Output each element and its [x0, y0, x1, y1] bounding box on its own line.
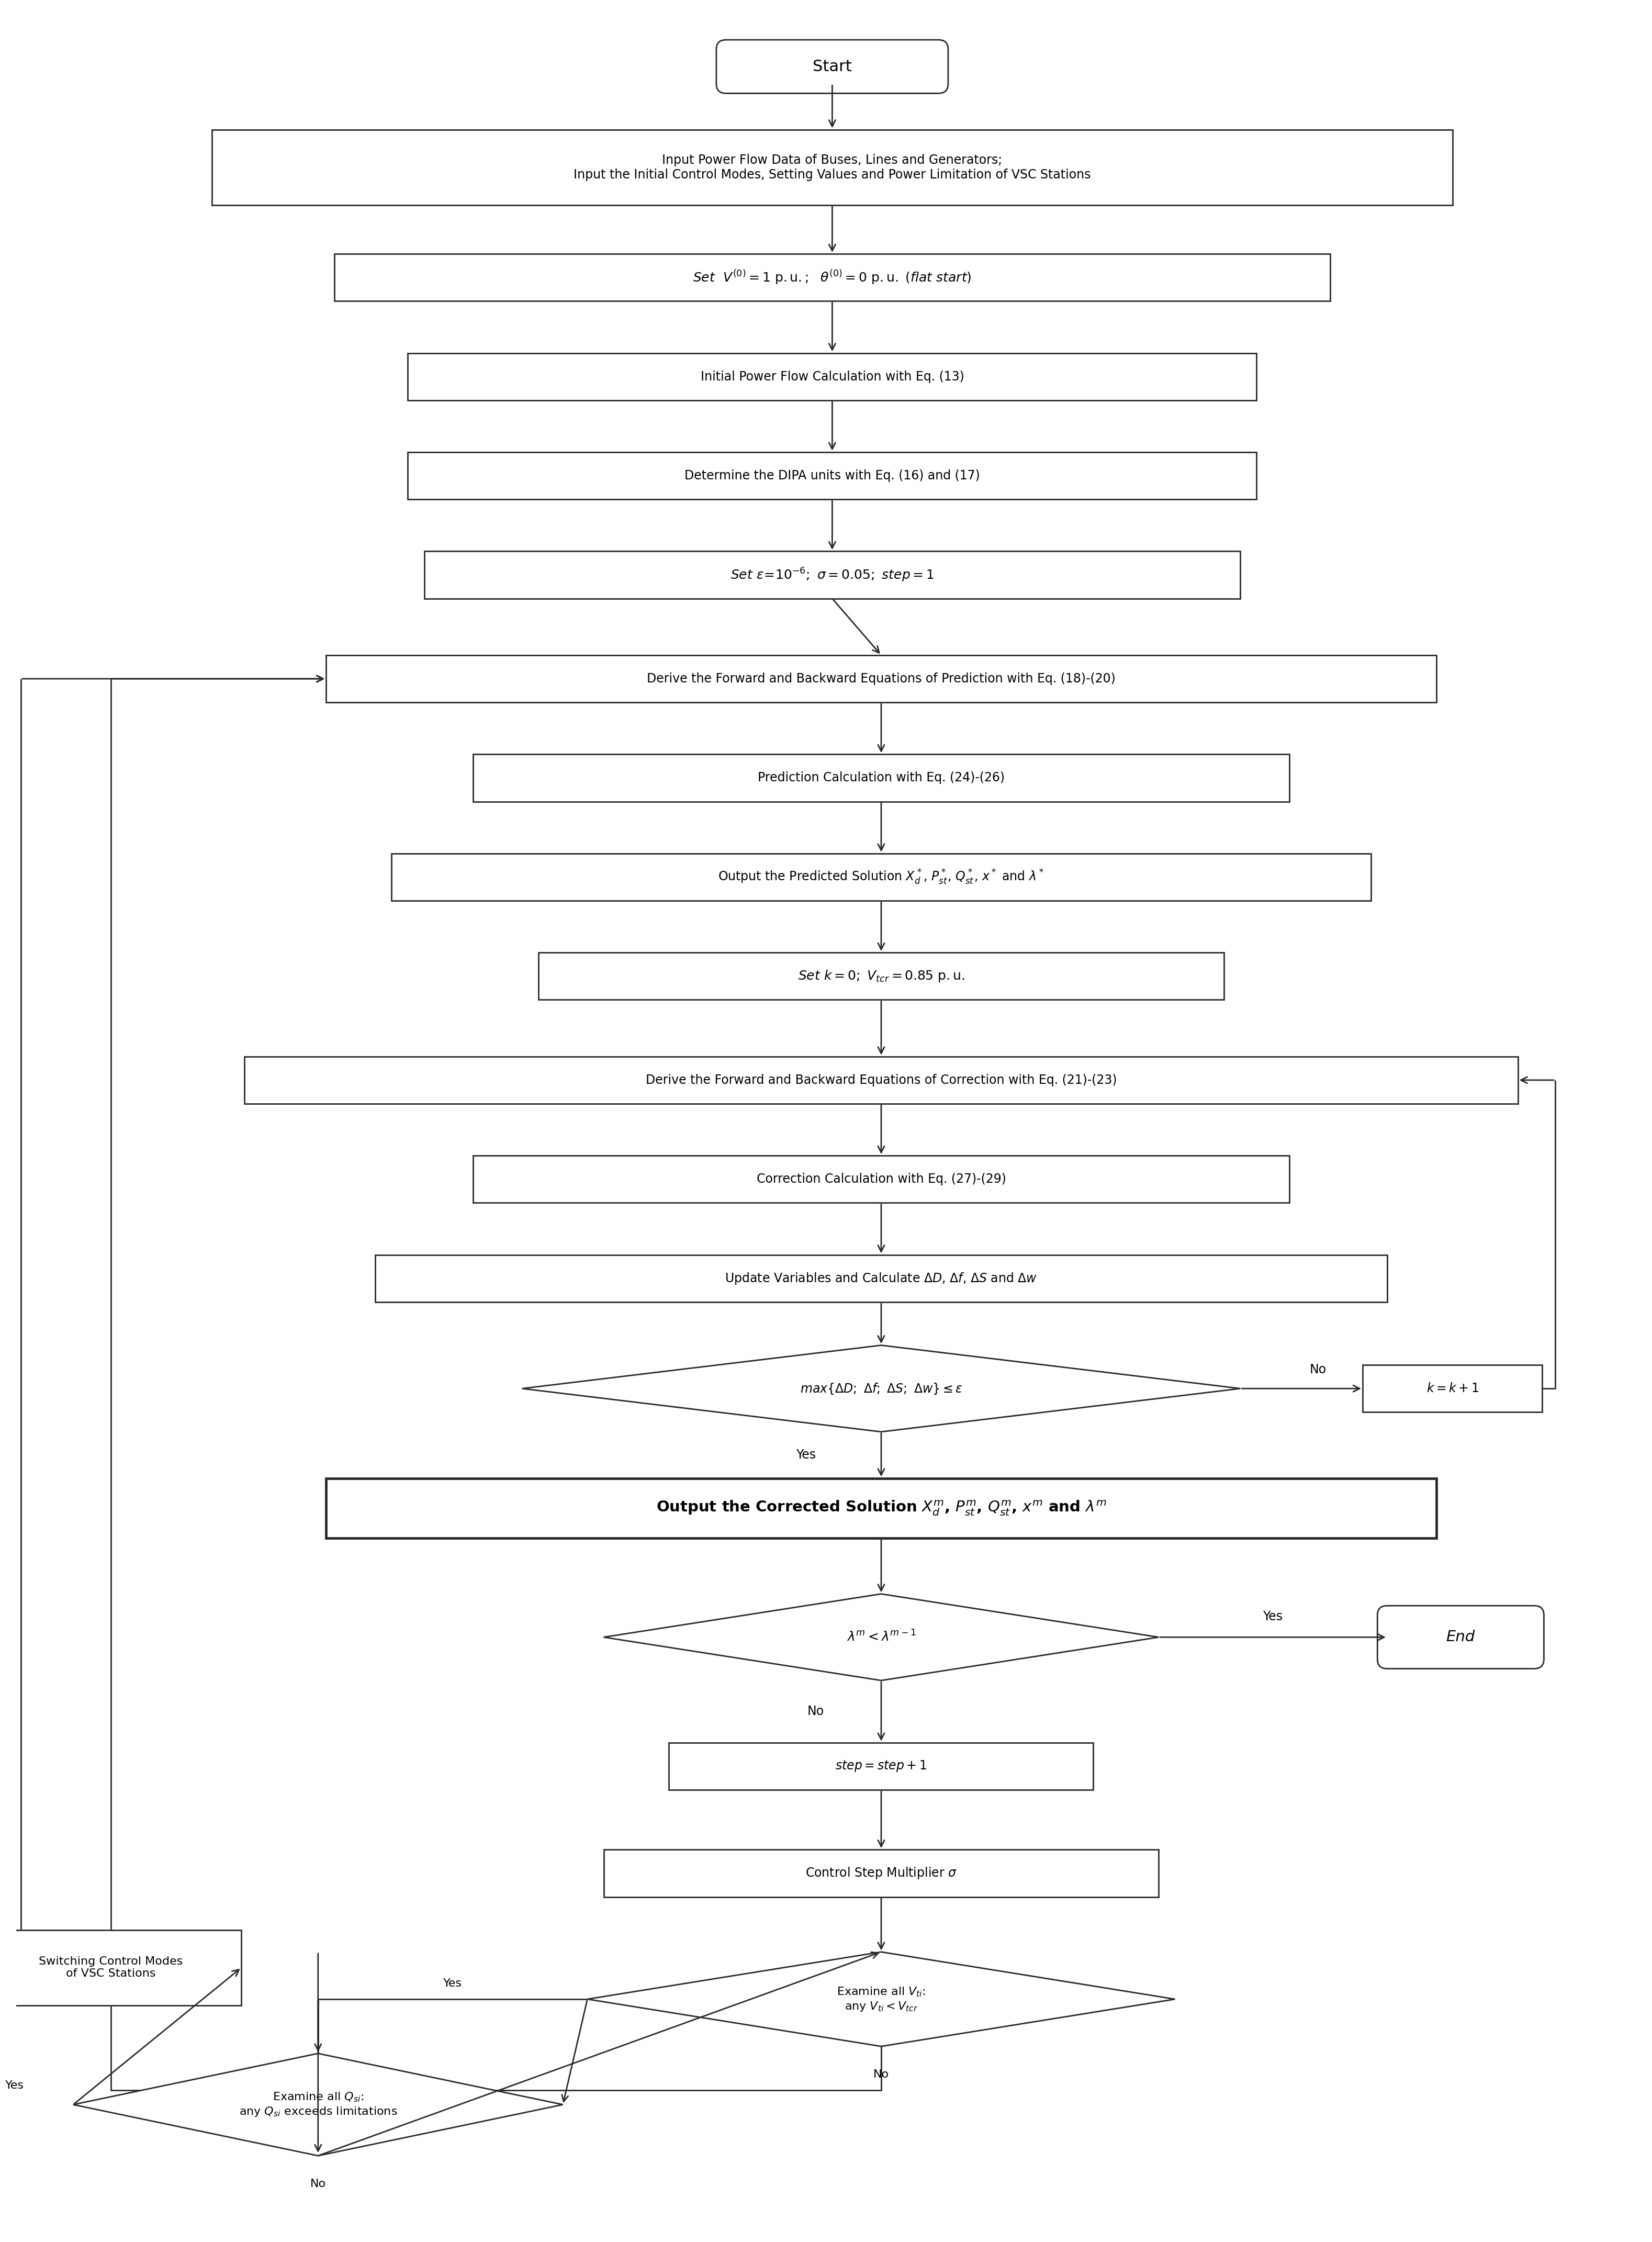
FancyBboxPatch shape: [408, 352, 1257, 401]
FancyBboxPatch shape: [603, 1850, 1158, 1897]
FancyBboxPatch shape: [375, 1256, 1388, 1303]
FancyBboxPatch shape: [425, 552, 1241, 599]
FancyBboxPatch shape: [325, 1477, 1436, 1538]
Text: Prediction Calculation with Eq. (24)-(26): Prediction Calculation with Eq. (24)-(26…: [758, 771, 1004, 785]
Polygon shape: [522, 1345, 1241, 1433]
Text: $Set\ \ V^{(0)}=1\ \mathrm{p.u.};\ \ \theta^{(0)}=0\ \mathrm{p.u.}\ (\mathit{fla: $Set\ \ V^{(0)}=1\ \mathrm{p.u.};\ \ \th…: [692, 269, 971, 287]
FancyBboxPatch shape: [211, 130, 1452, 204]
Text: Switching Control Modes
of VSC Stations: Switching Control Modes of VSC Stations: [38, 1957, 183, 1980]
Text: Examine all $Q_{si}$:
any $Q_{si}$ exceeds limitations: Examine all $Q_{si}$: any $Q_{si}$ excee…: [240, 2092, 396, 2119]
FancyBboxPatch shape: [392, 854, 1371, 901]
FancyBboxPatch shape: [472, 1155, 1289, 1204]
Text: Update Variables and Calculate $\Delta D$, $\Delta f$, $\Delta S$ and $\Delta w$: Update Variables and Calculate $\Delta D…: [725, 1271, 1037, 1285]
Text: Initial Power Flow Calculation with Eq. (13): Initial Power Flow Calculation with Eq. …: [700, 370, 965, 383]
Text: Output the Predicted Solution $X_d^*$, $P_{st}^*$, $Q_{st}^*$, $x^*$ and $\lambd: Output the Predicted Solution $X_d^*$, $…: [719, 868, 1044, 886]
Polygon shape: [73, 2054, 563, 2157]
Text: $max\{\Delta D;\ \Delta f;\ \Delta S;\ \Delta w\} \leq \varepsilon$: $max\{\Delta D;\ \Delta f;\ \Delta S;\ \…: [800, 1381, 963, 1395]
Text: Examine all $V_{ti}$:
any $V_{ti} < V_{tcr}$: Examine all $V_{ti}$: any $V_{ti} < V_{t…: [838, 1986, 925, 2013]
Text: Derive the Forward and Backward Equations of Prediction with Eq. (18)-(20): Derive the Forward and Backward Equation…: [648, 673, 1115, 686]
FancyBboxPatch shape: [1363, 1365, 1543, 1412]
Text: $step=step+1$: $step=step+1$: [836, 1760, 927, 1773]
FancyBboxPatch shape: [669, 1742, 1094, 1789]
Text: $Set\ \varepsilon\!=\!10^{-6};\ \sigma=0.05;\ step=1$: $Set\ \varepsilon\!=\!10^{-6};\ \sigma=0…: [730, 567, 933, 583]
Text: No: No: [311, 2179, 325, 2188]
Text: No: No: [874, 2069, 889, 2081]
Text: Start: Start: [813, 58, 852, 74]
FancyBboxPatch shape: [717, 40, 948, 94]
FancyBboxPatch shape: [472, 753, 1289, 803]
Text: End: End: [1446, 1630, 1475, 1646]
FancyBboxPatch shape: [244, 1056, 1518, 1103]
Text: $k=k+1$: $k=k+1$: [1426, 1383, 1479, 1395]
Text: Control Step Multiplier $\sigma$: Control Step Multiplier $\sigma$: [805, 1865, 957, 1881]
Text: Input Power Flow Data of Buses, Lines and Generators;
Input the Initial Control : Input Power Flow Data of Buses, Lines an…: [573, 155, 1090, 182]
Text: No: No: [808, 1706, 824, 1717]
Text: Output the Corrected Solution $X_d^m$, $P_{st}^m$, $Q_{st}^m$, $x^m$ and $\lambd: Output the Corrected Solution $X_d^m$, $…: [656, 1500, 1107, 1518]
FancyBboxPatch shape: [539, 953, 1224, 1000]
Text: No: No: [1310, 1363, 1327, 1377]
Text: Yes: Yes: [1264, 1610, 1284, 1623]
Polygon shape: [588, 1953, 1175, 2047]
Text: Correction Calculation with Eq. (27)-(29): Correction Calculation with Eq. (27)-(29…: [757, 1173, 1006, 1186]
Text: Determine the DIPA units with Eq. (16) and (17): Determine the DIPA units with Eq. (16) a…: [684, 469, 980, 482]
FancyBboxPatch shape: [334, 253, 1330, 300]
Text: Yes: Yes: [796, 1448, 816, 1462]
Text: Derive the Forward and Backward Equations of Correction with Eq. (21)-(23): Derive the Forward and Backward Equation…: [646, 1074, 1117, 1087]
FancyBboxPatch shape: [0, 1930, 241, 2004]
Text: Yes: Yes: [443, 1977, 463, 1989]
FancyBboxPatch shape: [325, 655, 1436, 702]
Text: Yes: Yes: [5, 2081, 25, 2092]
Text: $\lambda^m < \lambda^{m-1}$: $\lambda^m < \lambda^{m-1}$: [846, 1630, 915, 1643]
Text: $Set\ k=0;\ V_{tcr}=0.85\ \mathrm{p.u.}$: $Set\ k=0;\ V_{tcr}=0.85\ \mathrm{p.u.}$: [798, 969, 965, 984]
Polygon shape: [603, 1594, 1158, 1682]
FancyBboxPatch shape: [1378, 1605, 1545, 1668]
FancyBboxPatch shape: [408, 453, 1257, 500]
